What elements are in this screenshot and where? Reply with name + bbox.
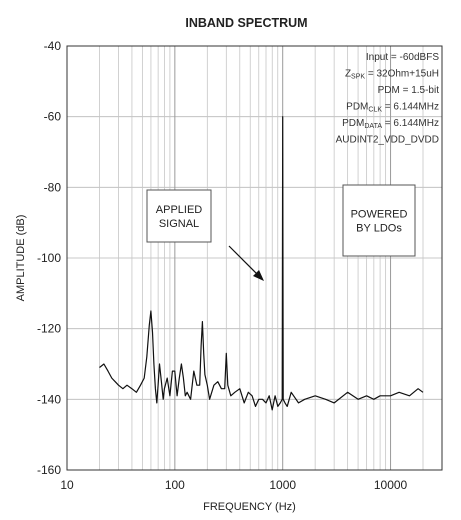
y-tick-label: -60 xyxy=(44,110,62,124)
annotation-box xyxy=(146,189,212,243)
x-tick-labels: 10 100 1000 10000 xyxy=(60,478,407,492)
condition-line: AUDINT2_VDD_DVDD xyxy=(336,135,439,146)
y-tick-label: -40 xyxy=(44,39,62,53)
x-tick-label: 10 xyxy=(60,478,74,492)
condition-line: PDMCLK = 6.144MHz xyxy=(346,102,439,114)
annotation-text: BY LDOs xyxy=(356,223,402,235)
pointer-arrow xyxy=(228,245,264,281)
measurement-conditions: Input = -60dBFS ZSPK = 32Ohm+15uH PDM = 1.… xyxy=(336,52,440,146)
y-tick-label: -160 xyxy=(37,463,61,477)
y-axis-label: AMPLITUDE (dB) xyxy=(15,215,27,302)
condition-line: ZSPK = 32Ohm+15uH xyxy=(345,69,439,81)
x-tick-label: 10000 xyxy=(374,478,408,492)
condition-line: PDM = 1.5-bit xyxy=(378,85,440,96)
plot-frame xyxy=(66,45,443,471)
annotation-box xyxy=(342,184,416,257)
x-tick-label: 1000 xyxy=(269,478,296,492)
x-axis-label: FREQUENCY (Hz) xyxy=(203,501,296,513)
annotation-text: SIGNAL xyxy=(159,218,199,230)
condition-line: Input = -60dBFS xyxy=(366,52,439,63)
x-tick-label: 100 xyxy=(165,478,185,492)
y-tick-label: -120 xyxy=(37,322,61,336)
chart-title: INBAND SPECTRUM xyxy=(185,16,307,30)
y-tick-label: -80 xyxy=(44,180,62,194)
condition-line: PDMDATA = 6.144MHz xyxy=(342,118,439,130)
applied-signal-annotation: APPLIED SIGNAL xyxy=(146,189,212,243)
powered-by-ldos-annotation: POWERED BY LDOs xyxy=(342,184,416,257)
annotation-layer: APPLIED SIGNAL POWERED BY LDOs xyxy=(146,184,416,281)
annotation-text: POWERED xyxy=(351,209,408,221)
y-tick-labels: -160 -140 -120 -100 -80 -60 -40 xyxy=(37,39,61,477)
spectrum-line xyxy=(99,116,424,411)
y-tick-label: -100 xyxy=(37,251,61,265)
annotation-text: APPLIED xyxy=(156,204,203,216)
y-tick-label: -140 xyxy=(37,392,61,406)
grid-lines xyxy=(66,45,443,471)
series-layer xyxy=(99,116,424,411)
